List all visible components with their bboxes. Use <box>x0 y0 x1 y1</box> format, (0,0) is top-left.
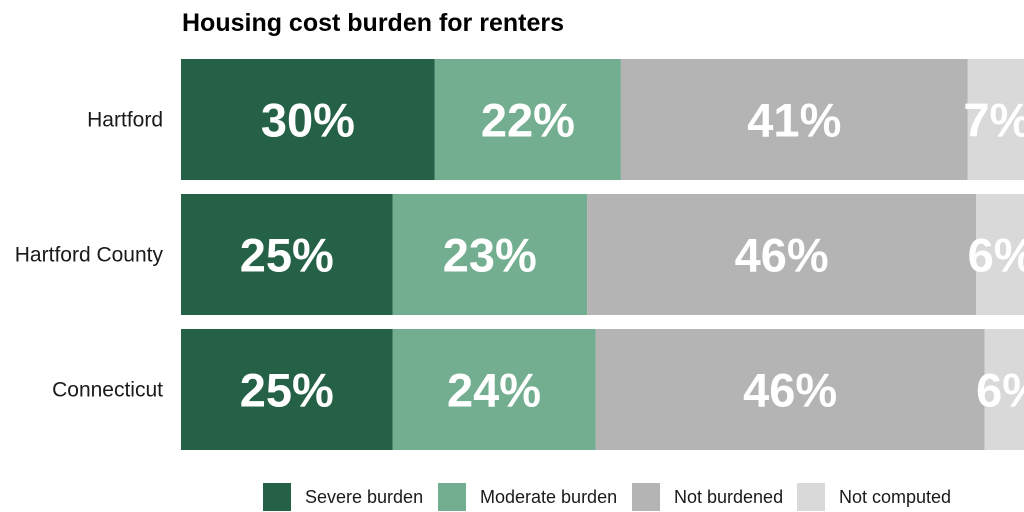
legend-swatch <box>438 483 466 511</box>
legend-swatch <box>263 483 291 511</box>
bar-segment <box>976 194 1024 315</box>
category-label: Hartford County <box>15 244 164 267</box>
data-label: 25% <box>240 229 334 282</box>
category-label: Hartford <box>87 109 163 132</box>
bar-segment <box>595 329 985 450</box>
data-label: 7% <box>963 94 1024 147</box>
legend-swatch <box>632 483 660 511</box>
category-label: Connecticut <box>52 379 163 402</box>
data-label: 30% <box>261 94 355 147</box>
data-label: 6% <box>968 229 1024 282</box>
bar-segment <box>392 329 596 450</box>
data-label: 24% <box>447 364 541 417</box>
data-label: 23% <box>443 229 537 282</box>
bar-segment <box>181 59 435 180</box>
data-label: 46% <box>743 364 837 417</box>
legend-label: Not computed <box>839 487 951 507</box>
bar-segment <box>984 329 1024 450</box>
bar-segment <box>587 194 977 315</box>
data-label: 46% <box>735 229 829 282</box>
bar-segment <box>181 194 393 315</box>
bars-group: Hartford 30% 22% 41% 7% Hartford County 25% 23%… <box>15 59 1024 450</box>
legend-label: Severe burden <box>305 487 423 507</box>
legend-swatch <box>797 483 825 511</box>
bar-segment <box>434 59 621 180</box>
legend: Severe burden Moderate burden Not burdened… <box>263 483 951 511</box>
data-label: 25% <box>240 364 334 417</box>
bar-segment <box>392 194 588 315</box>
data-label: 22% <box>481 94 575 147</box>
bar-segment <box>967 59 1024 180</box>
bar-segment <box>620 59 968 180</box>
chart-title: Housing cost burden for renters <box>182 9 564 37</box>
legend-label: Not burdened <box>674 487 783 507</box>
data-label: 41% <box>747 94 841 147</box>
data-label: 6% <box>976 364 1024 417</box>
bar-segment <box>181 329 393 450</box>
legend-label: Moderate burden <box>480 487 617 507</box>
